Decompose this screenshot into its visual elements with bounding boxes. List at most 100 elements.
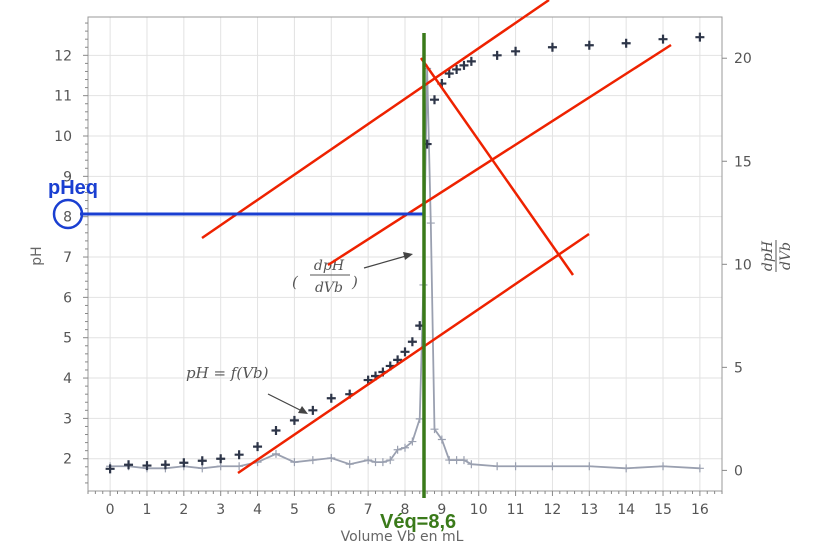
x-tick-label: 9 bbox=[437, 502, 446, 518]
x-tick-label: 14 bbox=[617, 502, 635, 518]
ph-curve-arrowhead bbox=[298, 406, 308, 414]
ph-point bbox=[658, 34, 668, 44]
derivative-point bbox=[393, 445, 402, 454]
derivative-point bbox=[198, 464, 207, 473]
derivative-point bbox=[308, 456, 317, 465]
y-tick-label: 8 bbox=[63, 210, 72, 226]
middle-parallel-line bbox=[327, 43, 672, 267]
derivative-point bbox=[585, 462, 594, 471]
x-tick-label: 1 bbox=[143, 502, 152, 518]
ph-point bbox=[584, 40, 594, 50]
y-tick-label: 4 bbox=[63, 371, 72, 387]
ph-point bbox=[452, 64, 462, 74]
derivative-point bbox=[371, 458, 380, 467]
ph-point bbox=[105, 464, 115, 474]
x-tick-label: 15 bbox=[654, 502, 672, 518]
derivative-point bbox=[290, 458, 299, 467]
ph-point bbox=[511, 46, 521, 56]
minor-ticks bbox=[83, 22, 727, 496]
svg-text:dVb: dVb bbox=[315, 280, 343, 296]
ph-point bbox=[124, 460, 134, 470]
peq-circle bbox=[52, 198, 84, 230]
perpendicular-line bbox=[419, 57, 575, 276]
derivative-arrowhead bbox=[403, 252, 413, 260]
y-tick-label: 9 bbox=[63, 169, 72, 185]
derivative-point bbox=[426, 219, 435, 228]
ph-point bbox=[695, 32, 705, 42]
svg-text:dpH: dpH bbox=[314, 258, 345, 274]
ph-point bbox=[216, 454, 226, 464]
ph-point bbox=[407, 337, 417, 347]
y-tick-label: 2 bbox=[63, 452, 72, 468]
upper-tangent-line bbox=[201, 0, 550, 240]
y-tick-label: 3 bbox=[63, 411, 72, 427]
x-tick-label: 12 bbox=[544, 502, 562, 518]
derivative-point bbox=[437, 435, 446, 444]
ph-point bbox=[621, 38, 631, 48]
derivative-point bbox=[695, 464, 704, 473]
y-tick-label: 12 bbox=[54, 48, 72, 64]
derivative-point bbox=[216, 462, 225, 471]
x-tick-label: 5 bbox=[290, 502, 299, 518]
ph-point bbox=[429, 95, 439, 105]
ph-point bbox=[492, 50, 502, 60]
svg-text:dVb: dVb bbox=[778, 242, 794, 270]
x-tick-label: 16 bbox=[691, 502, 709, 518]
derivative-point bbox=[430, 425, 439, 434]
y-tick-labels: 2 3 4 5 6 7 8 9 10 11 12 bbox=[54, 48, 72, 467]
lower-tangent-line bbox=[237, 232, 590, 475]
ph-point bbox=[466, 56, 476, 66]
y-axis-label: pH bbox=[29, 246, 45, 265]
ph-point bbox=[160, 460, 170, 470]
derivative-point bbox=[408, 437, 417, 446]
derivative-point bbox=[548, 462, 557, 471]
x-tick-label: 13 bbox=[580, 502, 598, 518]
x-tick-label: 11 bbox=[507, 502, 525, 518]
y2-tick-label: 20 bbox=[734, 51, 752, 67]
grid-lines bbox=[88, 17, 722, 491]
veq-label: Véq=8,6 bbox=[380, 511, 456, 533]
derivative-point bbox=[364, 456, 373, 465]
ph-point bbox=[326, 393, 336, 403]
derivative-point bbox=[659, 462, 668, 471]
y2-axis-label: dpH dVb bbox=[760, 240, 794, 272]
derivative-point bbox=[493, 462, 502, 471]
x-tick-label: 2 bbox=[179, 502, 188, 518]
ph-point bbox=[444, 68, 454, 78]
x-tick-label: 0 bbox=[106, 502, 115, 518]
y-tick-label: 11 bbox=[54, 89, 72, 105]
x-tick-labels: 0 1 2 3 4 5 6 7 8 9 10 11 12 13 14 15 16 bbox=[106, 502, 709, 518]
derivative-point bbox=[452, 456, 461, 465]
svg-text:(: ( bbox=[292, 273, 299, 291]
derivative-point bbox=[345, 460, 354, 469]
x-axis-label: Volume Vb en mL bbox=[341, 529, 464, 545]
derivative-label: ( dpH dVb ) bbox=[292, 258, 358, 296]
y2-tick-labels: 0 5 10 15 20 bbox=[734, 51, 752, 479]
tangent-construction bbox=[201, 0, 672, 475]
ph-point bbox=[234, 450, 244, 460]
y2-tick-label: 5 bbox=[734, 360, 743, 376]
x-tick-label: 8 bbox=[401, 502, 410, 518]
derivative-point bbox=[459, 456, 468, 465]
y-tick-label: 7 bbox=[63, 250, 72, 266]
ph-point bbox=[289, 415, 299, 425]
x-tick-label: 7 bbox=[364, 502, 373, 518]
derivative-arrow bbox=[363, 255, 407, 269]
ph-point bbox=[459, 60, 469, 70]
svg-text:): ) bbox=[351, 273, 358, 291]
y2-tick-label: 0 bbox=[734, 463, 743, 479]
ph-series bbox=[105, 32, 705, 474]
y2-tick-label: 15 bbox=[734, 154, 752, 170]
x-tick-label: 4 bbox=[253, 502, 262, 518]
x-tick-label: 3 bbox=[216, 502, 225, 518]
y-tick-label: 10 bbox=[54, 129, 72, 145]
peq-label: pHeq bbox=[48, 177, 98, 199]
ph-point bbox=[253, 442, 263, 452]
derivative-point bbox=[386, 456, 395, 465]
ph-point bbox=[142, 461, 152, 471]
ph-point bbox=[179, 458, 189, 468]
derivative-point bbox=[445, 456, 454, 465]
derivative-point bbox=[622, 464, 631, 473]
derivative-point bbox=[271, 449, 280, 458]
